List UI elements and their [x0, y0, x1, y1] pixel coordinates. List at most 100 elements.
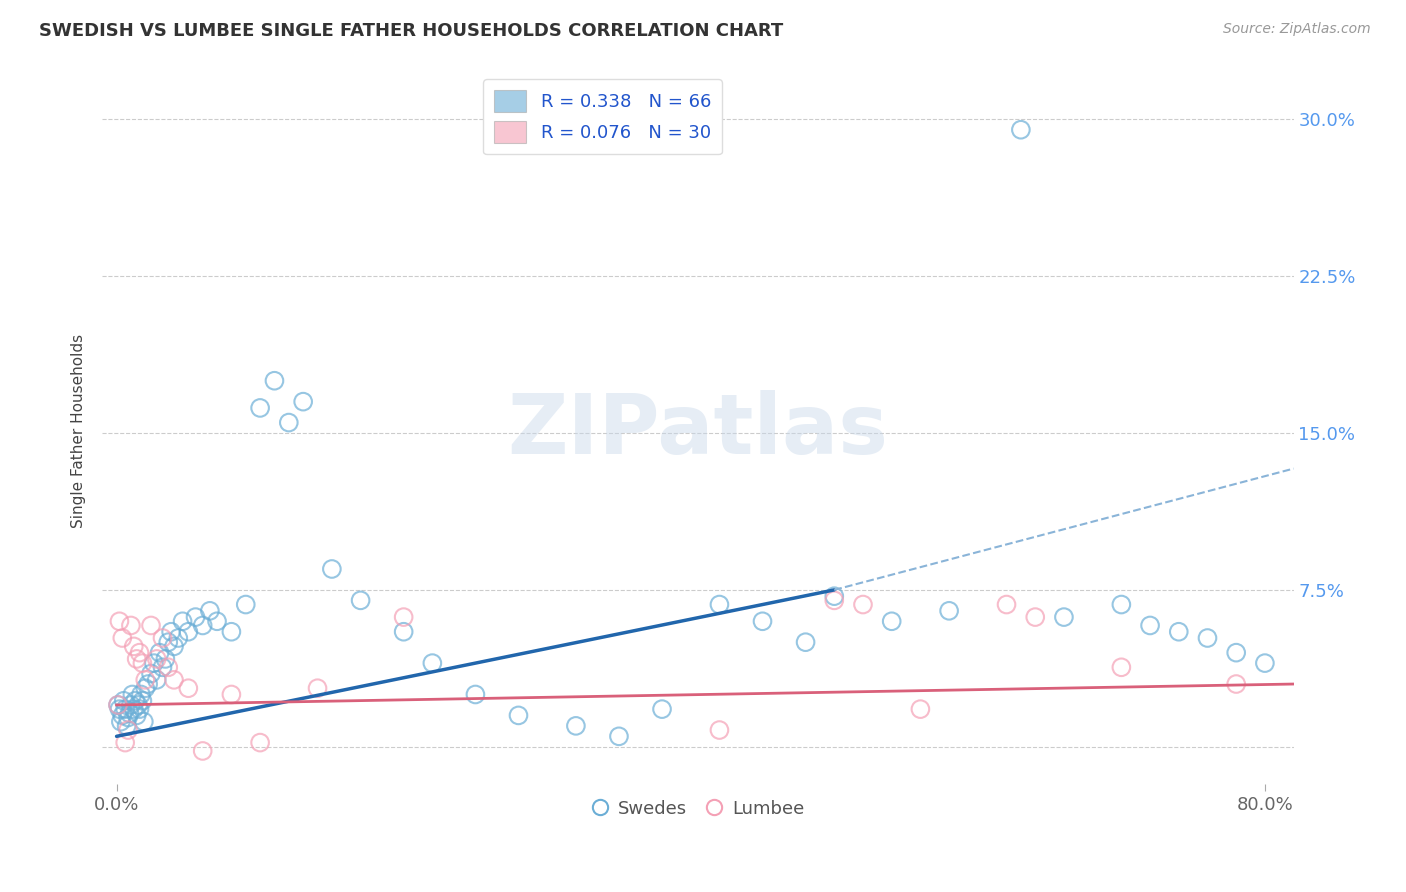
Text: ZIPatlas: ZIPatlas — [508, 391, 889, 472]
Point — [139, 666, 162, 681]
Legend: Swedes, Lumbee: Swedes, Lumbee — [583, 792, 811, 825]
Point — [191, 744, 214, 758]
Point — [751, 614, 773, 628]
Point — [392, 610, 415, 624]
Point — [995, 598, 1018, 612]
Point — [152, 660, 174, 674]
Point — [121, 688, 143, 702]
Point — [263, 374, 285, 388]
Point — [145, 652, 167, 666]
Point — [392, 624, 415, 639]
Point — [321, 562, 343, 576]
Point — [823, 589, 845, 603]
Point — [349, 593, 371, 607]
Point — [880, 614, 903, 628]
Point — [249, 401, 271, 415]
Point — [107, 698, 129, 712]
Point — [184, 610, 207, 624]
Y-axis label: Single Father Households: Single Father Households — [72, 334, 86, 528]
Point — [607, 729, 630, 743]
Point — [152, 631, 174, 645]
Point — [249, 736, 271, 750]
Point — [112, 694, 135, 708]
Point — [120, 698, 142, 712]
Point — [157, 660, 180, 674]
Point — [177, 681, 200, 696]
Point — [1024, 610, 1046, 624]
Point — [128, 702, 150, 716]
Text: SWEDISH VS LUMBEE SINGLE FATHER HOUSEHOLDS CORRELATION CHART: SWEDISH VS LUMBEE SINGLE FATHER HOUSEHOL… — [39, 22, 783, 40]
Point — [108, 702, 131, 716]
Point — [117, 710, 139, 724]
Point — [127, 698, 149, 712]
Point — [129, 688, 152, 702]
Point — [125, 708, 148, 723]
Point — [136, 677, 159, 691]
Point — [128, 646, 150, 660]
Point — [709, 598, 731, 612]
Point — [205, 614, 228, 628]
Point — [134, 673, 156, 687]
Point — [277, 416, 299, 430]
Point — [235, 598, 257, 612]
Point — [120, 618, 142, 632]
Point — [142, 656, 165, 670]
Point — [167, 631, 190, 645]
Point — [114, 736, 136, 750]
Point — [108, 614, 131, 628]
Point — [117, 723, 139, 737]
Point — [134, 681, 156, 696]
Point — [177, 624, 200, 639]
Point — [1167, 624, 1189, 639]
Point — [145, 673, 167, 687]
Point — [1197, 631, 1219, 645]
Point — [221, 688, 243, 702]
Point — [1254, 656, 1277, 670]
Point — [107, 698, 129, 712]
Point — [198, 604, 221, 618]
Point — [508, 708, 530, 723]
Point — [823, 593, 845, 607]
Point — [1111, 660, 1133, 674]
Point — [1053, 610, 1076, 624]
Point — [131, 656, 153, 670]
Point — [1139, 618, 1161, 632]
Point — [118, 706, 141, 721]
Point — [307, 681, 329, 696]
Point — [464, 688, 486, 702]
Point — [1010, 122, 1032, 136]
Point — [163, 673, 186, 687]
Point — [292, 394, 315, 409]
Point — [111, 631, 134, 645]
Point — [149, 646, 172, 660]
Point — [124, 694, 146, 708]
Point — [115, 719, 138, 733]
Point — [125, 652, 148, 666]
Point — [157, 635, 180, 649]
Point — [1111, 598, 1133, 612]
Text: Source: ZipAtlas.com: Source: ZipAtlas.com — [1223, 22, 1371, 37]
Point — [122, 702, 145, 716]
Point — [114, 702, 136, 716]
Point — [132, 714, 155, 729]
Point — [191, 618, 214, 632]
Point — [938, 604, 960, 618]
Point — [794, 635, 817, 649]
Point — [221, 624, 243, 639]
Point — [1225, 646, 1247, 660]
Point — [110, 714, 132, 729]
Point — [131, 694, 153, 708]
Point — [172, 614, 194, 628]
Point — [565, 719, 588, 733]
Point — [651, 702, 673, 716]
Point — [422, 656, 444, 670]
Point — [1225, 677, 1247, 691]
Point — [122, 640, 145, 654]
Point — [160, 624, 183, 639]
Point — [155, 652, 177, 666]
Point — [111, 708, 134, 723]
Point — [139, 618, 162, 632]
Point — [163, 640, 186, 654]
Point — [709, 723, 731, 737]
Point — [910, 702, 932, 716]
